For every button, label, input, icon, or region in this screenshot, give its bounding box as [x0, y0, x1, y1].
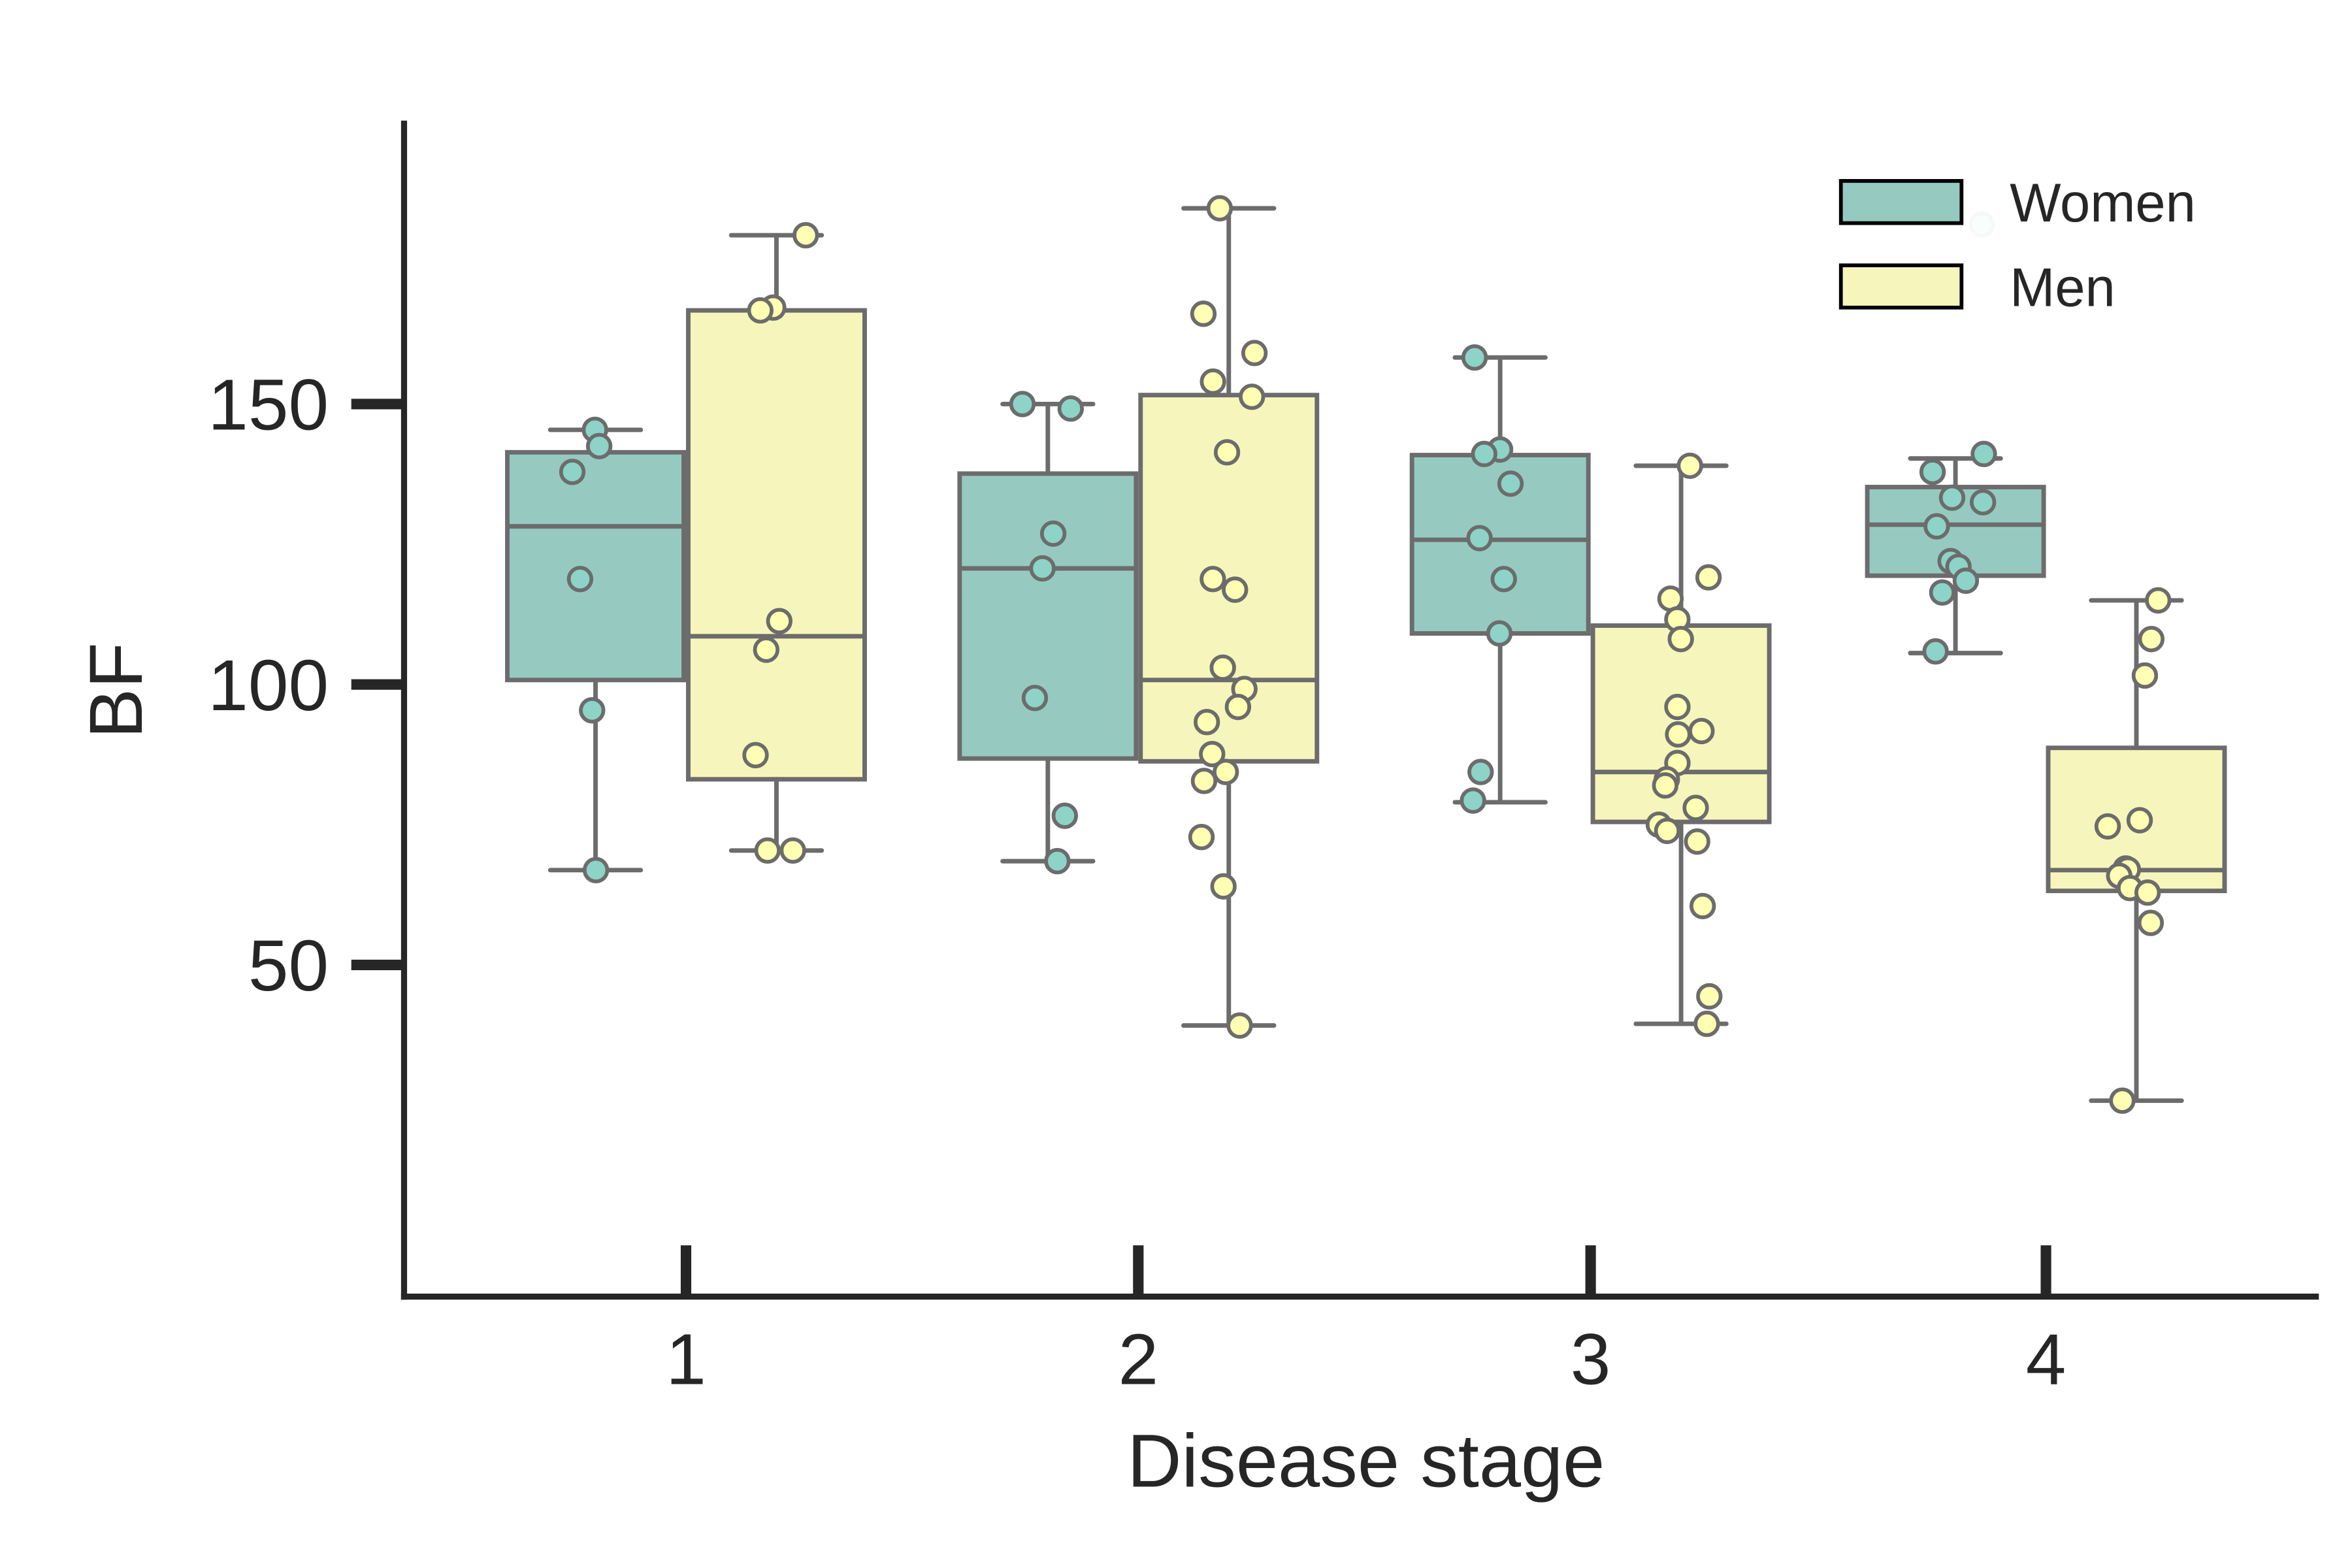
- data-point: [1051, 802, 1079, 829]
- data-point: [1210, 873, 1237, 900]
- x-axis-label: Disease stage: [1127, 1419, 1605, 1503]
- data-point: [1009, 391, 1036, 417]
- data-point: [582, 857, 610, 884]
- data-point: [1190, 301, 1217, 327]
- box-men-2: [1138, 206, 1320, 1028]
- data-point: [1970, 440, 1997, 468]
- data-point: [1664, 693, 1691, 721]
- y-tick-label: 50: [248, 926, 329, 1006]
- data-point: [1212, 759, 1239, 785]
- data-point: [1938, 484, 1966, 512]
- data-point: [1676, 452, 1703, 480]
- y-tick-label: 100: [208, 645, 329, 726]
- data-point: [1695, 564, 1722, 591]
- data-point: [1654, 817, 1681, 844]
- data-point: [1213, 439, 1241, 466]
- data-point: [1497, 470, 1524, 497]
- data-point: [1226, 1012, 1253, 1039]
- box-iqr: [957, 471, 1139, 761]
- data-point: [1222, 576, 1249, 603]
- data-point: [2134, 879, 2161, 906]
- data-point: [1057, 395, 1085, 422]
- data-point: [1667, 625, 1694, 653]
- data-point: [1684, 828, 1710, 855]
- data-point: [1471, 440, 1497, 468]
- data-point: [1688, 717, 1715, 745]
- legend-label-women: Women: [2010, 172, 2196, 233]
- data-point: [742, 742, 769, 769]
- box-iqr: [505, 449, 686, 683]
- data-point: [1460, 787, 1486, 814]
- data-point: [1029, 555, 1056, 582]
- data-point: [1652, 772, 1678, 799]
- data-point: [1461, 344, 1488, 371]
- data-point: [1467, 759, 1494, 785]
- data-point: [753, 636, 779, 663]
- plot-area: [505, 195, 2227, 1114]
- data-point: [1929, 579, 1956, 606]
- data-point: [2138, 625, 2165, 653]
- data-point: [1193, 709, 1220, 736]
- data-point: [2109, 1087, 2136, 1114]
- x-tick-label: 3: [1571, 1319, 1611, 1399]
- data-point: [2145, 587, 2172, 614]
- data-point: [1209, 654, 1236, 681]
- data-point: [1224, 693, 1252, 721]
- data-point: [1206, 195, 1233, 222]
- y-axis-label: BF: [74, 642, 158, 738]
- data-point: [2126, 807, 2153, 834]
- data-point: [766, 608, 792, 634]
- data-point: [1199, 740, 1226, 768]
- data-point: [1486, 620, 1513, 647]
- data-point: [1021, 685, 1049, 711]
- data-point: [1665, 721, 1691, 748]
- legend-swatch-women: [1838, 179, 1964, 225]
- legend: Women Men: [1816, 158, 2254, 340]
- box-women-1: [505, 427, 686, 873]
- data-point: [1922, 638, 1949, 665]
- box-men-1: [686, 233, 867, 853]
- data-point: [1039, 520, 1067, 547]
- data-point: [1923, 513, 1950, 540]
- data-point: [1682, 794, 1709, 821]
- data-point: [1693, 1010, 1720, 1037]
- box-iqr: [686, 308, 867, 782]
- x-tick-label: 4: [2026, 1319, 2066, 1399]
- data-point: [1190, 768, 1218, 794]
- axes: 50 100 150 1 2 3 4 Disease stage BF: [74, 120, 2319, 1503]
- data-point: [1200, 368, 1226, 395]
- data-point: [1952, 567, 1980, 595]
- data-point: [754, 837, 781, 864]
- data-point: [1044, 847, 1071, 875]
- data-point: [1239, 384, 1266, 410]
- data-point: [779, 837, 806, 864]
- data-point: [1188, 824, 1215, 851]
- data-point: [585, 433, 613, 460]
- x-tick-label: 2: [1119, 1319, 1159, 1399]
- box-women-3: [1409, 355, 1591, 805]
- data-point: [1490, 566, 1517, 593]
- data-point: [1241, 340, 1268, 367]
- data-point: [2137, 909, 2164, 936]
- data-point: [559, 459, 586, 485]
- x-tick-label: 1: [666, 1319, 706, 1399]
- data-point: [792, 221, 819, 249]
- legend-swatch-men: [1838, 263, 1964, 310]
- data-point: [1689, 892, 1716, 919]
- data-point: [2131, 662, 2159, 689]
- data-point: [566, 566, 594, 593]
- data-point: [1466, 525, 1493, 551]
- data-point: [747, 297, 774, 324]
- box-iqr: [1409, 453, 1591, 636]
- data-point: [1696, 983, 1723, 1010]
- data-point: [1919, 459, 1946, 485]
- legend-label-men: Men: [2010, 257, 2115, 318]
- data-point: [1969, 489, 1997, 515]
- y-tick-label: 150: [208, 365, 329, 446]
- data-point: [2094, 813, 2121, 840]
- data-point: [579, 696, 606, 724]
- box-women-2: [957, 402, 1139, 864]
- data-point: [1200, 566, 1226, 593]
